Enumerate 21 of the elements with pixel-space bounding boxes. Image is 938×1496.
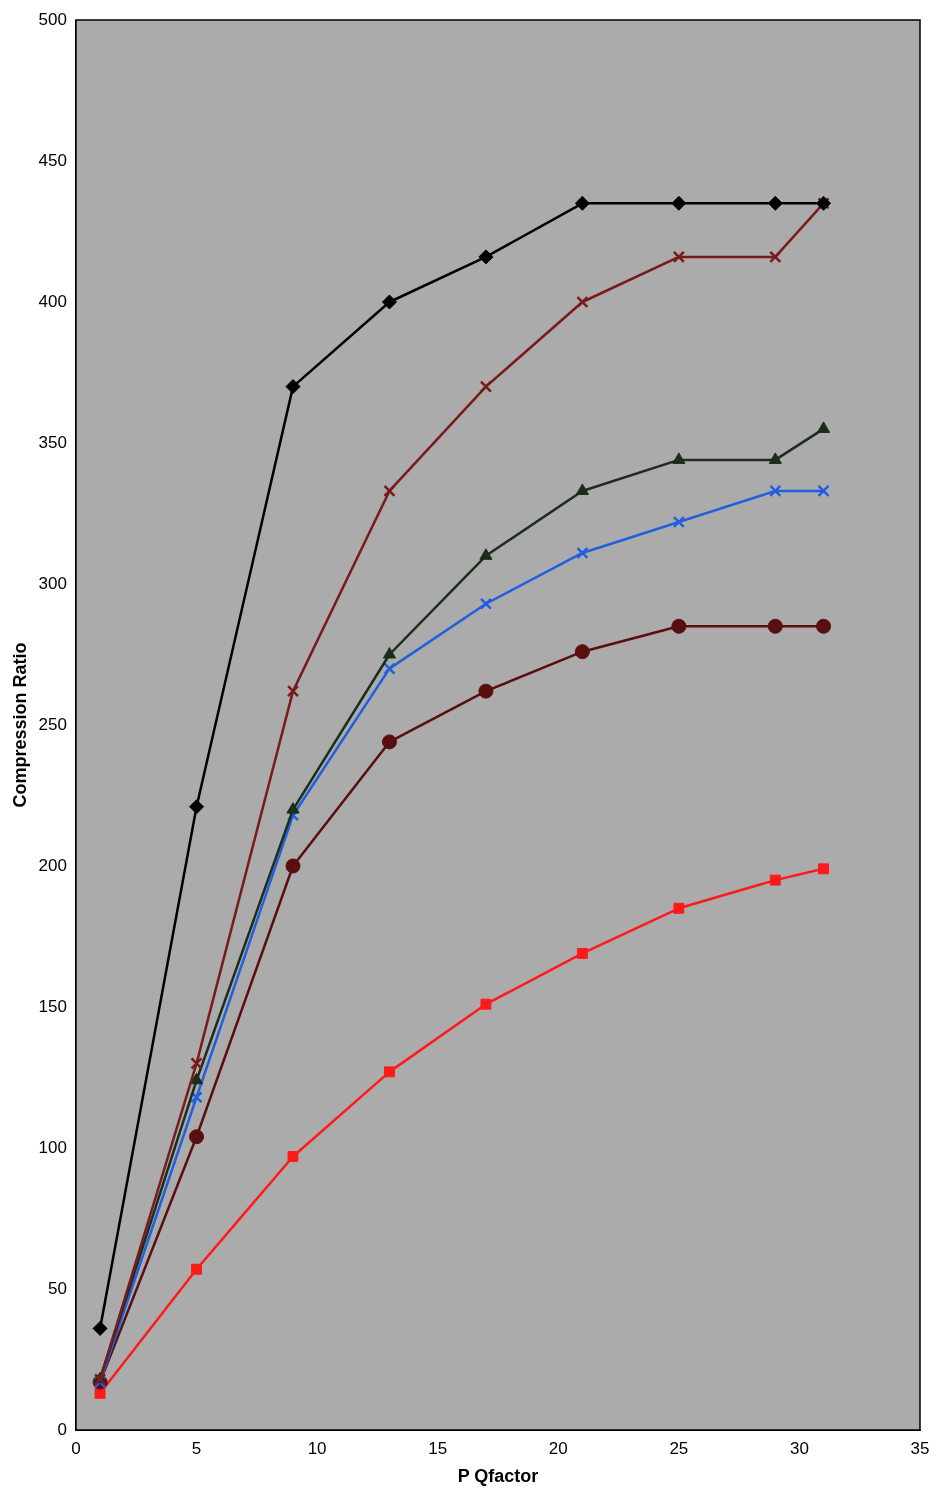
- y-tick-label: 50: [48, 1278, 67, 1298]
- y-tick-label: 150: [38, 996, 67, 1016]
- y-axis-title: Compression Ratio: [9, 642, 30, 808]
- y-tick-label: 500: [38, 9, 67, 29]
- y-tick-label: 450: [38, 150, 67, 170]
- x-tick-label: 15: [428, 1438, 448, 1458]
- y-tick-label: 200: [38, 855, 67, 875]
- y-tick-label: 350: [38, 432, 67, 452]
- y-tick-label: 100: [38, 1137, 67, 1157]
- x-tick-label: 5: [191, 1438, 202, 1458]
- x-axis-title: P Qfactor: [457, 1466, 539, 1487]
- x-tick-label: 25: [669, 1438, 689, 1458]
- y-tick-label: 400: [38, 291, 67, 311]
- y-tick-label: 300: [38, 573, 67, 593]
- x-tick-label: 10: [307, 1438, 327, 1458]
- y-tick-label: 0: [57, 1419, 67, 1439]
- x-tick-label: 0: [71, 1438, 81, 1458]
- x-tick-label: 35: [910, 1438, 930, 1458]
- y-tick-label: 250: [38, 714, 67, 734]
- x-tick-label: 30: [789, 1438, 809, 1458]
- x-tick-label: 20: [548, 1438, 568, 1458]
